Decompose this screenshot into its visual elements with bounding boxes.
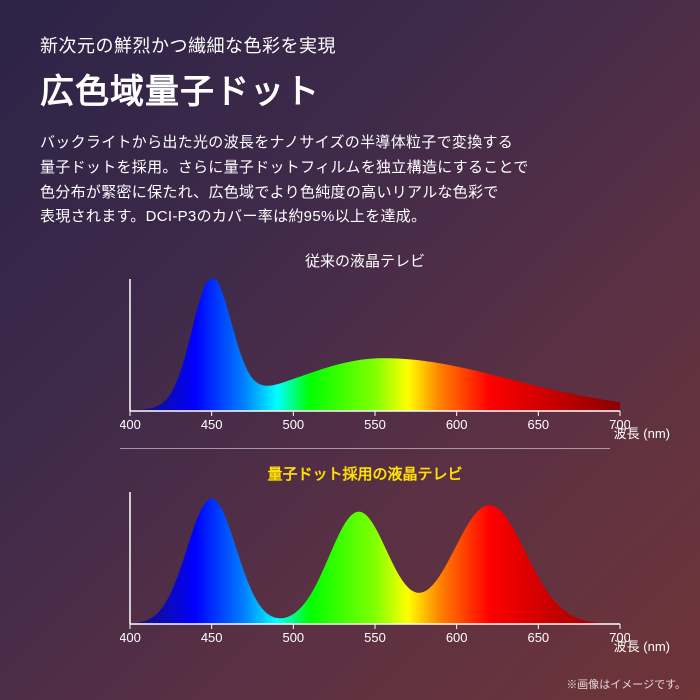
svg-text:450: 450 (201, 417, 223, 432)
svg-text:650: 650 (527, 630, 549, 645)
subtitle: 新次元の鮮烈かつ繊細な色彩を実現 (40, 32, 660, 58)
axis-label-2: 波長 (nm) (614, 636, 670, 655)
svg-text:600: 600 (446, 417, 468, 432)
content-wrapper: 新次元の鮮烈かつ繊細な色彩を実現 広色域量子ドット バックライトから出た光の波長… (0, 0, 700, 653)
chart-quantum-dot: 量子ドット採用の液晶テレビ 400450500550600650700 波長 (… (120, 463, 610, 653)
svg-text:450: 450 (201, 630, 223, 645)
svg-text:650: 650 (527, 417, 549, 432)
svg-text:400: 400 (120, 630, 141, 645)
svg-text:550: 550 (364, 630, 386, 645)
title: 広色域量子ドット (40, 64, 660, 113)
svg-text:600: 600 (446, 630, 468, 645)
chart2-svg: 400450500550600650700 (120, 488, 630, 648)
chart-divider (120, 448, 610, 449)
svg-text:500: 500 (282, 630, 304, 645)
axis-label-1: 波長 (nm) (614, 423, 670, 442)
description: バックライトから出た光の波長をナノサイズの半導体粒子で変換する量子ドットを採用。… (40, 131, 660, 230)
svg-text:400: 400 (120, 417, 141, 432)
svg-text:500: 500 (282, 417, 304, 432)
charts-container: 従来の液晶テレビ 400450500550600650700 波長 (nm) 量… (40, 250, 660, 653)
svg-text:550: 550 (364, 417, 386, 432)
chart1-svg: 400450500550600650700 (120, 275, 630, 435)
chart-conventional: 従来の液晶テレビ 400450500550600650700 波長 (nm) (120, 250, 610, 440)
chart2-label: 量子ドット採用の液晶テレビ (120, 463, 610, 484)
footnote: ※画像はイメージです。 (566, 676, 686, 692)
chart1-label: 従来の液晶テレビ (120, 250, 610, 271)
